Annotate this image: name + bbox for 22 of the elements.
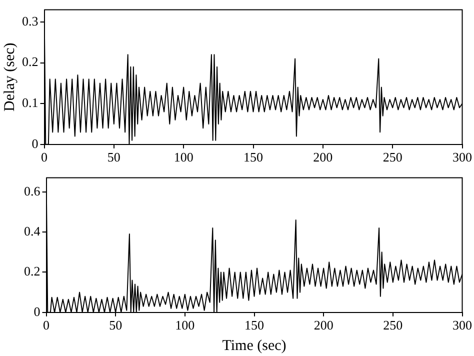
x-tick-label: 100 <box>174 150 194 165</box>
x-tick-label: 100 <box>175 318 195 333</box>
y-tick-label: 0 <box>32 136 38 151</box>
y-tick-label: 0.2 <box>24 264 40 279</box>
y-tick-label: 0.6 <box>24 183 41 198</box>
y-tick-label: 0 <box>34 304 40 319</box>
x-tick-label: 150 <box>244 150 263 165</box>
y-tick-label: 0.3 <box>22 13 38 28</box>
y-tick-label: 0.4 <box>24 223 41 238</box>
y-tick-label: 0.1 <box>22 95 38 110</box>
x-tick-label: 300 <box>452 318 472 333</box>
y-tick-label: 0.2 <box>22 54 38 70</box>
x-tick-label: 200 <box>313 150 333 165</box>
x-tick-label: 250 <box>383 318 403 333</box>
x-tick-label: 150 <box>244 318 264 333</box>
x-tick-label: 50 <box>109 318 122 333</box>
x-tick-label: 250 <box>382 150 402 165</box>
x-tick-label: 50 <box>107 150 120 165</box>
y-axis-title: Delay (sec) <box>2 42 18 112</box>
x-tick-label: 300 <box>452 150 472 165</box>
x-tick-label: 200 <box>314 318 334 333</box>
x-axis-title: Time (sec) <box>222 338 286 354</box>
